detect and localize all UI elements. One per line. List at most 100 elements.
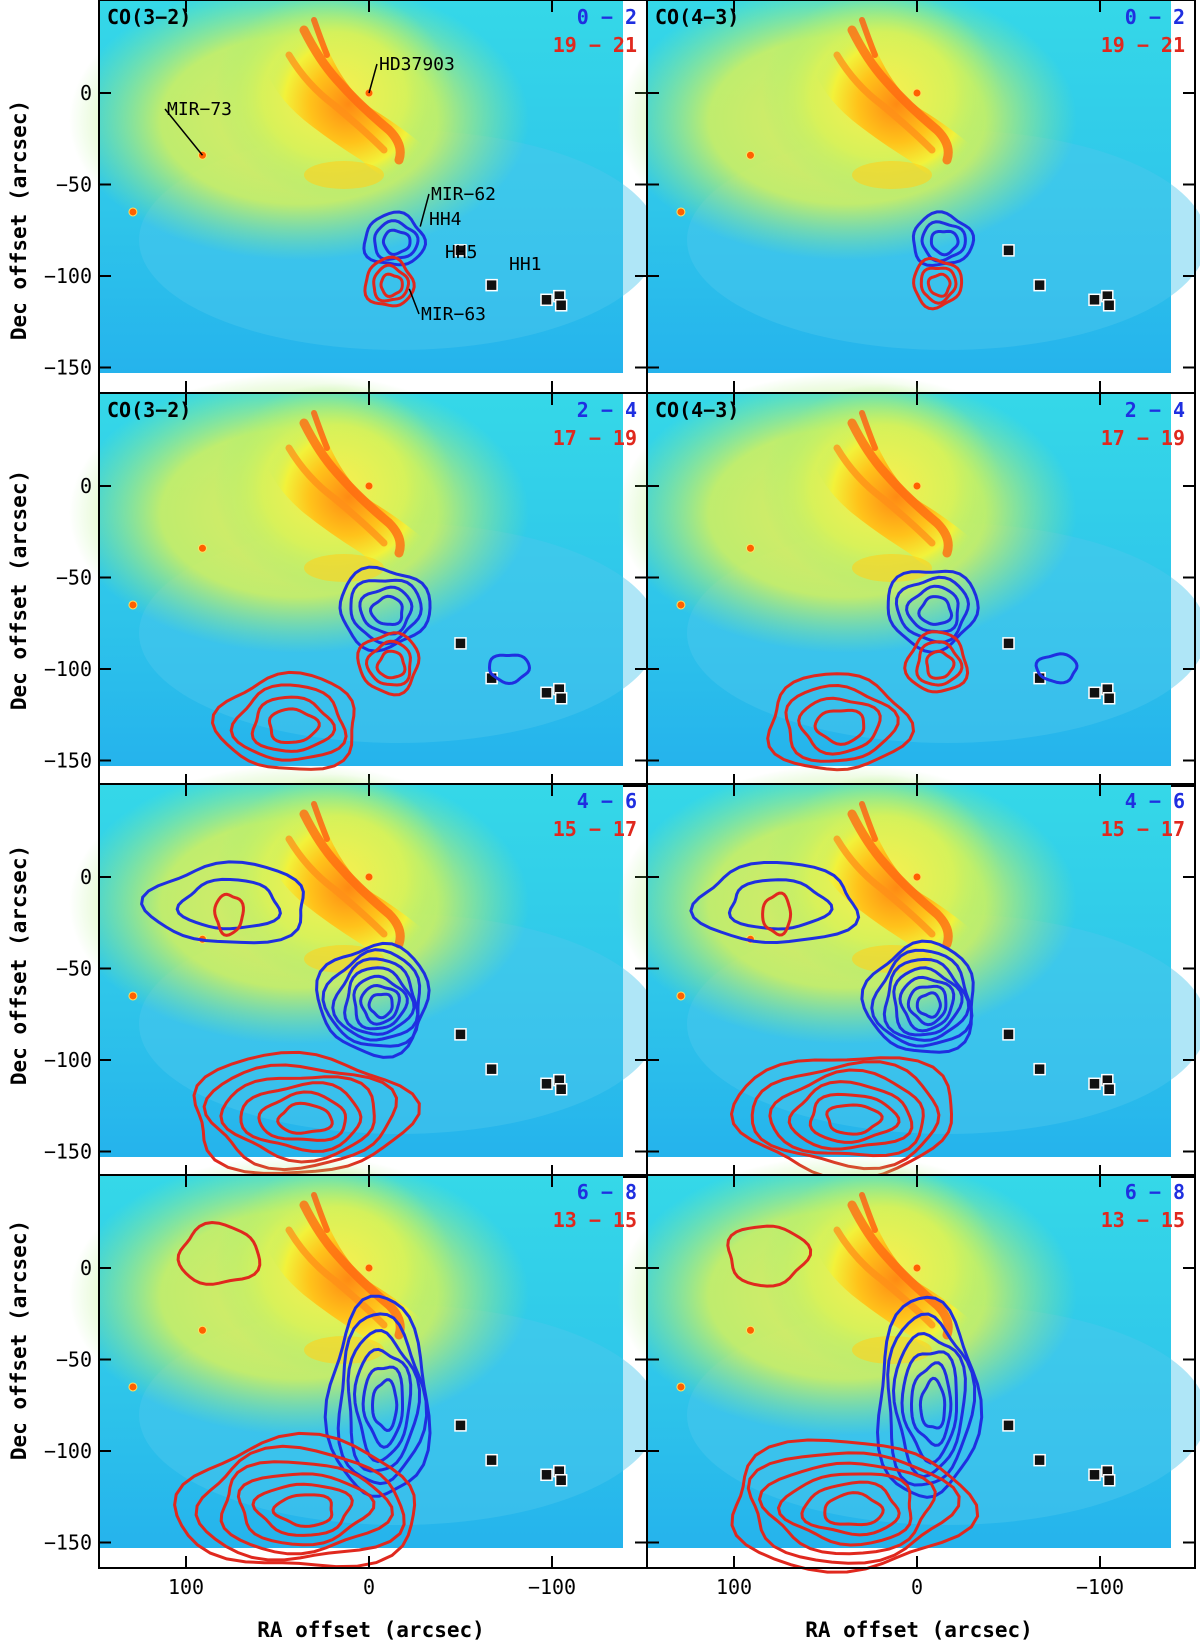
blue-contour	[920, 220, 967, 263]
blue-contour	[175, 877, 282, 931]
red-contour	[173, 1431, 417, 1569]
red-contour	[912, 256, 964, 311]
red-contour	[797, 696, 882, 756]
hh-marker	[1088, 686, 1101, 700]
hh-marker	[1102, 1083, 1116, 1096]
y-tick-label: −150	[44, 749, 92, 773]
red-contour	[239, 1081, 363, 1153]
blue-contour	[321, 948, 422, 1048]
hh-marker	[1102, 692, 1116, 705]
blue-contour	[315, 941, 431, 1059]
red-contour	[726, 1224, 813, 1288]
red-contour	[229, 683, 348, 762]
blue-contour	[1034, 652, 1079, 685]
hh-marker	[540, 1468, 553, 1482]
y-axis-label: Dec offset (arcsec)	[7, 470, 31, 710]
blue-contour	[911, 210, 976, 268]
red-contour	[250, 695, 337, 753]
blue-contour	[727, 878, 834, 931]
blue-contour	[336, 1312, 429, 1486]
star-marker	[676, 600, 686, 610]
blue-contour	[358, 585, 414, 636]
hh-marker	[485, 1453, 498, 1467]
hh-marker	[454, 244, 467, 257]
star-marker	[364, 481, 374, 491]
red-contour	[919, 266, 958, 305]
red-contour	[757, 1461, 937, 1556]
velocity-range-blue: 0 − 2	[577, 5, 637, 29]
y-axis-label: Dec offset (arcsec)	[7, 845, 31, 1085]
hh-marker	[1002, 244, 1015, 257]
hh-marker	[485, 278, 498, 292]
star-marker	[364, 1263, 374, 1273]
hh-marker	[1088, 1468, 1101, 1482]
blue-contour	[381, 228, 412, 257]
star-marker	[912, 1263, 922, 1273]
panel-frame	[646, 1174, 1196, 1569]
hh-marker	[1002, 1419, 1015, 1432]
blue-contour	[915, 991, 942, 1019]
red-contour	[176, 1220, 262, 1286]
star-marker	[197, 1325, 207, 1335]
red-contour	[925, 649, 956, 680]
panel-line-label: CO(3−2)	[107, 398, 191, 422]
star-marker	[128, 1382, 138, 1392]
velocity-range-blue: 6 − 8	[577, 1180, 637, 1204]
velocity-range-blue: 2 − 4	[1125, 398, 1185, 422]
star-marker	[364, 872, 374, 882]
red-contour	[813, 708, 866, 746]
hh-marker	[1033, 1062, 1046, 1076]
red-contour	[926, 272, 952, 298]
hh-marker	[1102, 299, 1116, 312]
red-contour	[766, 672, 916, 772]
red-contour	[800, 1480, 901, 1537]
hh-marker	[540, 686, 553, 700]
y-tick-label: −50	[56, 957, 92, 981]
blue-contour	[373, 219, 420, 261]
map-panel-r3c1: 4 − 6 15 − 17	[69, 764, 659, 1178]
star-marker	[128, 207, 138, 217]
hh-marker	[554, 692, 568, 705]
hh-marker	[1033, 278, 1046, 292]
hh-marker	[454, 637, 467, 650]
hh-marker	[554, 1083, 568, 1096]
blue-contour	[929, 229, 960, 257]
blue-contour	[689, 861, 861, 945]
y-tick-label: −100	[44, 264, 92, 288]
blue-contour	[892, 966, 964, 1037]
star-marker	[676, 1382, 686, 1392]
red-contour	[356, 631, 421, 697]
blue-contour	[323, 1294, 432, 1498]
velocity-range-red: 13 − 15	[1101, 1208, 1185, 1232]
red-contour	[257, 1090, 348, 1142]
y-axis-label: Dec offset (arcsec)	[7, 100, 31, 340]
source-leader	[164, 108, 204, 156]
hh-marker	[485, 1062, 498, 1076]
red-contour	[251, 1482, 354, 1537]
x-tick-label: 100	[716, 1575, 752, 1599]
blue-contour	[140, 860, 305, 945]
blue-contour	[886, 1312, 977, 1487]
red-contour	[730, 1438, 980, 1574]
map-panel-r1c2: CO(4−3) 0 − 2 19 − 21	[617, 0, 1200, 394]
x-tick-label: 0	[363, 1575, 375, 1599]
y-tick-label: −100	[44, 657, 92, 681]
map-panel-r1c1: CO(3−2) 0 − 2 19 − 21 HD37903 MIR−73 MIR−62 HH…	[69, 0, 659, 394]
blue-contour	[346, 1328, 422, 1473]
map-panel-r4c1: 6 − 8 13 − 15	[69, 1155, 659, 1569]
blue-contour	[898, 975, 956, 1033]
velocity-range-red: 15 − 17	[1101, 817, 1185, 841]
red-contour	[236, 1472, 376, 1547]
y-tick-label: −50	[56, 173, 92, 197]
red-contour	[202, 1063, 399, 1172]
y-tick-label: −150	[44, 1531, 92, 1555]
y-tick-label: −50	[56, 1348, 92, 1372]
hh-marker	[554, 1474, 568, 1487]
y-tick-label: −150	[44, 356, 92, 380]
panel-line-label: CO(4−3)	[655, 5, 739, 29]
star-marker	[745, 543, 755, 553]
star-marker	[676, 207, 686, 217]
blue-contour	[906, 984, 948, 1027]
x-tick-label: 0	[911, 1575, 923, 1599]
